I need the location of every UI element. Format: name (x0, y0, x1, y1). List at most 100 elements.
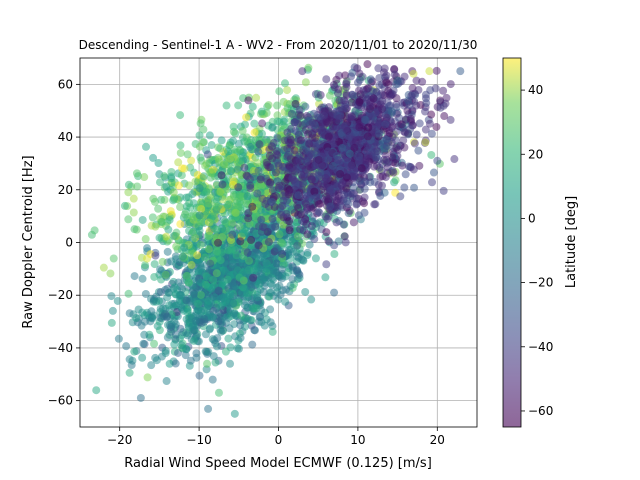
y-tick-label: −60 (48, 394, 73, 408)
data-point (363, 132, 372, 141)
data-point (308, 118, 317, 127)
data-point (129, 208, 138, 217)
data-point (141, 261, 150, 270)
data-point (226, 154, 235, 163)
data-point (124, 215, 133, 224)
data-point (160, 312, 169, 321)
data-point (211, 358, 220, 367)
data-point (432, 66, 441, 75)
data-point (253, 293, 262, 302)
data-point (364, 123, 373, 132)
data-point (263, 161, 272, 170)
data-point (383, 163, 392, 172)
data-point (197, 307, 206, 316)
data-point (268, 214, 277, 223)
data-point (275, 87, 284, 96)
data-point (330, 241, 339, 250)
data-point (218, 180, 227, 189)
data-point (164, 225, 173, 234)
data-point (249, 273, 258, 282)
data-point (226, 359, 235, 368)
data-point (133, 182, 142, 191)
data-point (426, 86, 435, 95)
data-point (167, 172, 176, 181)
colorbar-ticks: −60 −40 −20 0 20 40 (521, 83, 553, 418)
data-point (244, 209, 253, 218)
data-point (205, 218, 214, 227)
data-point (436, 96, 445, 105)
chart-title: Descending - Sentinel-1 A - WV2 - From 2… (79, 38, 478, 52)
data-point (374, 120, 383, 129)
data-point (324, 212, 333, 221)
data-point (328, 161, 337, 170)
data-point (378, 97, 387, 106)
data-point (412, 76, 421, 85)
data-point (171, 330, 180, 339)
data-point (204, 296, 213, 305)
data-point (360, 208, 369, 217)
data-point (291, 182, 300, 191)
data-point (171, 290, 180, 299)
data-point (177, 303, 186, 312)
data-point (414, 146, 423, 155)
data-point (196, 119, 205, 128)
data-point (396, 192, 405, 201)
data-point (293, 241, 302, 250)
data-point (195, 184, 204, 193)
data-point (225, 324, 234, 333)
data-point (273, 111, 282, 120)
data-point (134, 305, 143, 314)
data-point (149, 194, 158, 203)
data-point (183, 150, 192, 159)
data-point (317, 125, 326, 134)
data-point (282, 209, 291, 218)
data-point (252, 93, 261, 102)
data-point (162, 232, 171, 241)
data-point (185, 181, 194, 190)
data-point (124, 180, 133, 189)
data-point (188, 190, 197, 199)
data-point (385, 129, 394, 138)
data-point (345, 149, 354, 158)
x-tick-label: 20 (430, 433, 445, 447)
data-point (274, 161, 283, 170)
data-point (230, 409, 239, 418)
data-point (188, 228, 197, 237)
data-point (264, 101, 273, 110)
data-point (138, 215, 147, 224)
data-point (142, 142, 151, 151)
data-point (220, 160, 229, 169)
data-point (272, 244, 281, 253)
data-point (196, 240, 205, 249)
data-point (349, 218, 358, 227)
data-point (172, 255, 181, 264)
data-point (357, 164, 366, 173)
data-point (408, 90, 417, 99)
colorbar-tick-label: −20 (528, 276, 553, 290)
data-point (450, 155, 459, 164)
data-point (415, 119, 424, 128)
data-point (324, 132, 333, 141)
data-point (295, 151, 304, 160)
data-point (187, 261, 196, 270)
data-point (244, 96, 253, 105)
data-point (223, 200, 232, 209)
data-point (292, 165, 301, 174)
data-point (235, 145, 244, 154)
colorbar-tick-label: 40 (528, 83, 543, 97)
data-point (154, 204, 163, 213)
data-point (236, 237, 245, 246)
data-point (289, 247, 298, 256)
data-point (143, 373, 152, 382)
x-tick-label: −10 (186, 433, 211, 447)
data-point (396, 77, 405, 86)
data-point (310, 187, 319, 196)
data-point (382, 78, 391, 87)
data-point (307, 175, 316, 184)
data-point (216, 144, 225, 153)
data-point (400, 183, 409, 192)
data-point (140, 173, 149, 182)
data-point (229, 122, 238, 131)
data-point (235, 222, 244, 231)
data-point (303, 230, 312, 239)
